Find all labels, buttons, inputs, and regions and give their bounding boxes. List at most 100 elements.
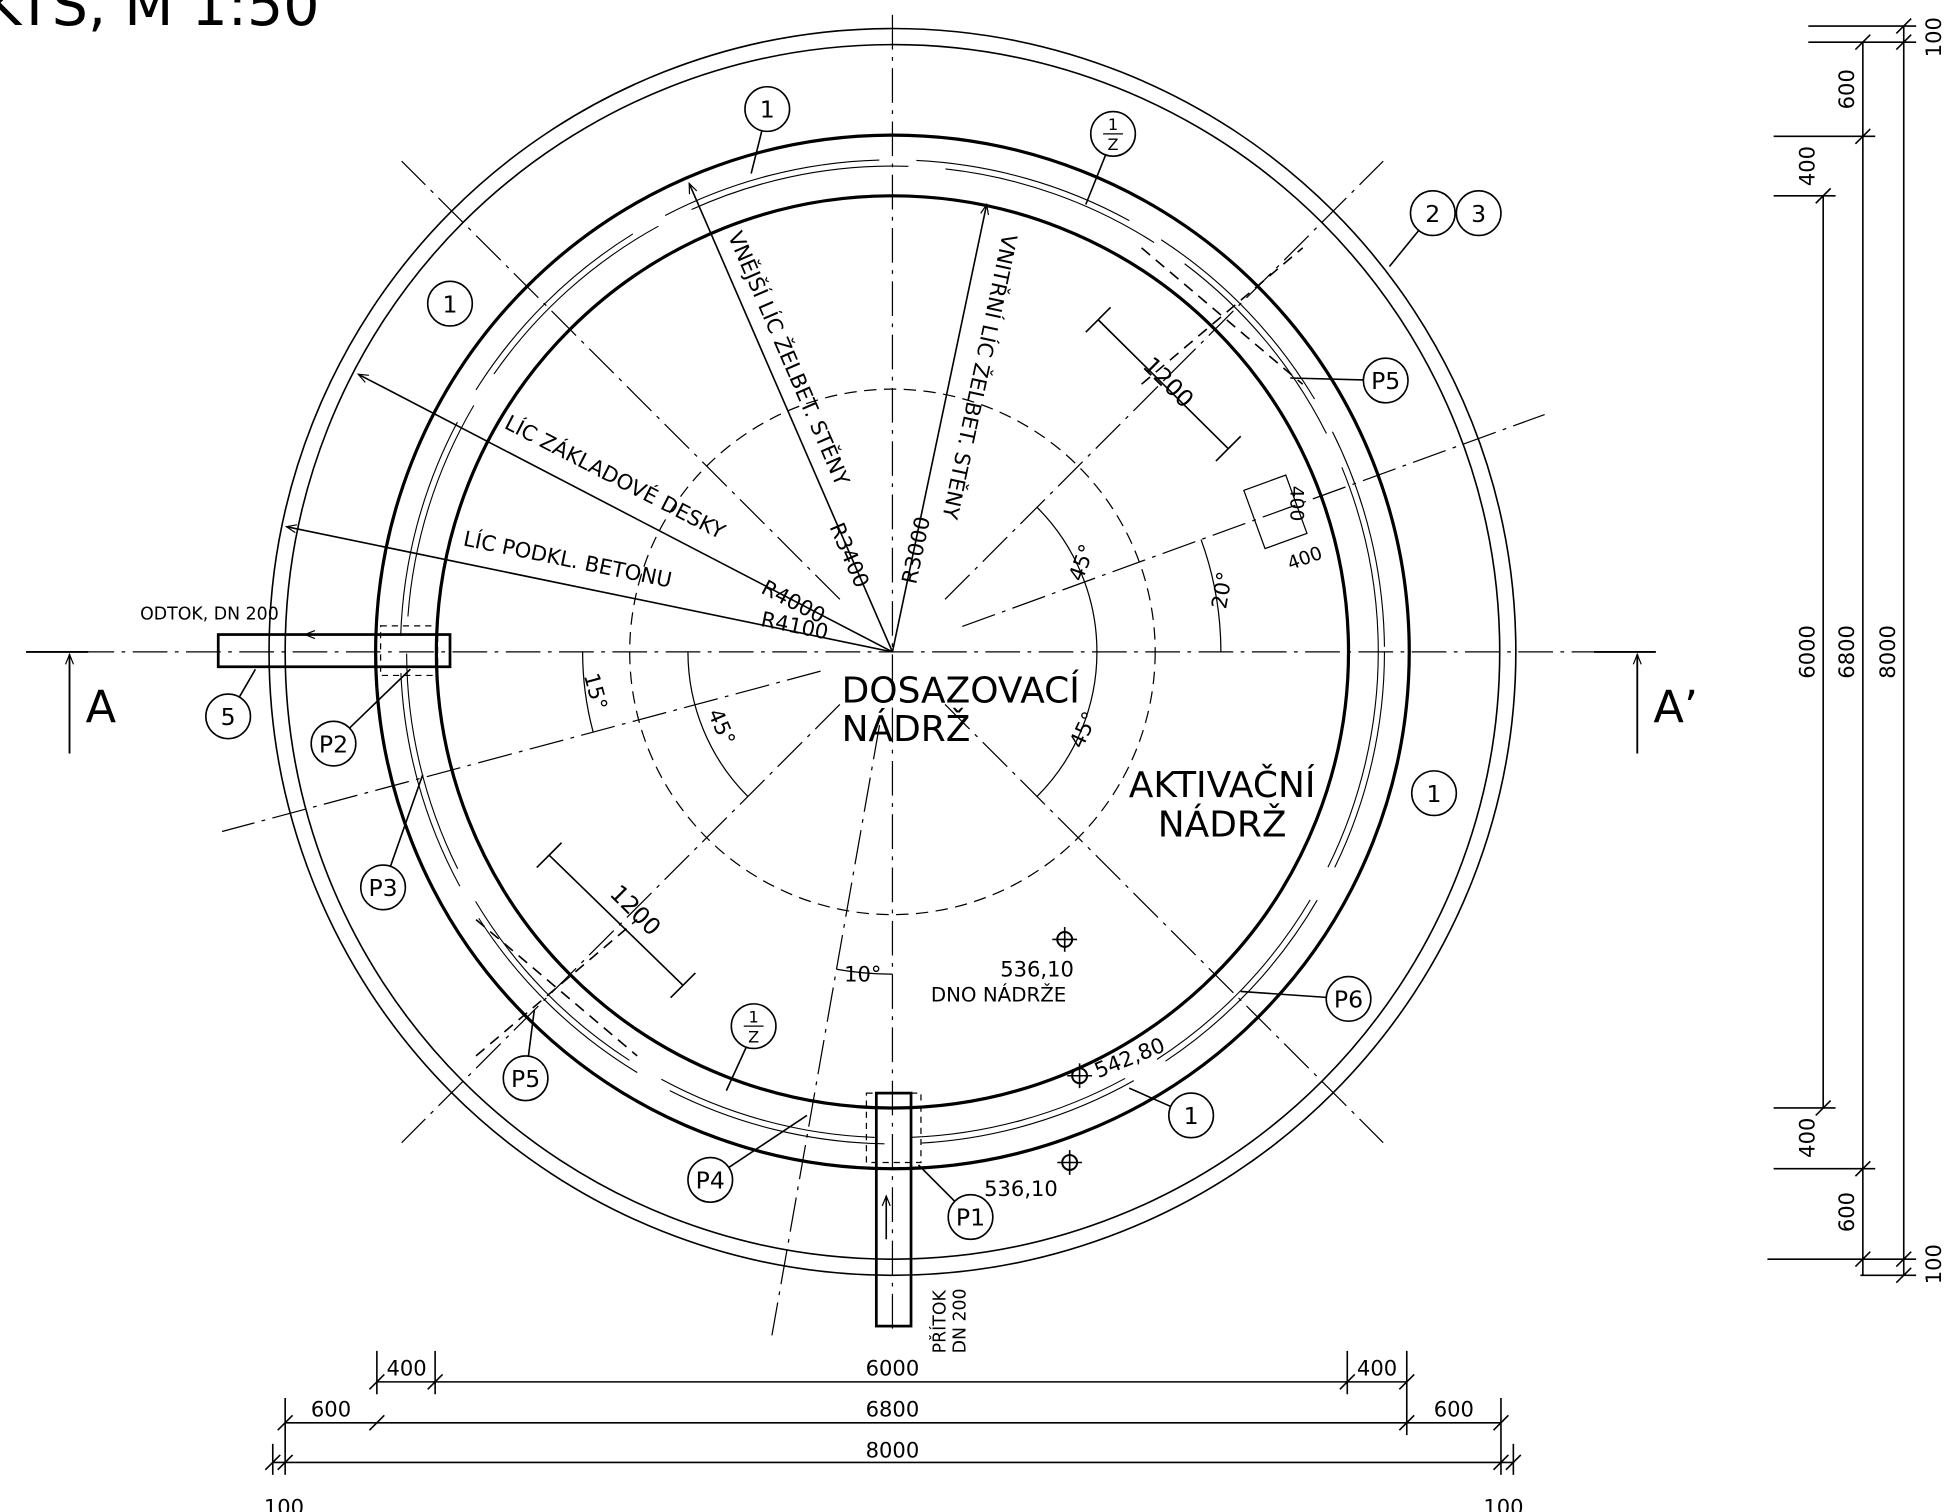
axis-line [944, 704, 1384, 1144]
axis-line [401, 704, 841, 1144]
leader-line [1128, 1087, 1172, 1108]
dim-label: 400 [1285, 486, 1306, 521]
axis-line [944, 160, 1384, 600]
dim-line [1097, 319, 1229, 450]
callout-text: P5 [511, 1065, 540, 1093]
dim-tick [1895, 34, 1912, 51]
dim-tick [264, 1454, 281, 1471]
dim-tick [1398, 1373, 1415, 1390]
dim-label: 400 [387, 1356, 427, 1381]
callout-circle [310, 720, 357, 767]
dim-tick [1854, 1251, 1871, 1268]
callout-circle [1410, 770, 1458, 817]
callout-circle [426, 280, 474, 327]
dim-tick [427, 1373, 444, 1390]
dim-label: 6000 [866, 1356, 920, 1381]
leader-line [348, 668, 411, 729]
leader-line [1240, 990, 1327, 999]
inflow-pipe [874, 1091, 913, 1328]
leader-line [1085, 154, 1107, 205]
note: DN 200 [951, 1288, 971, 1353]
dim-label: 400 [1357, 1356, 1397, 1381]
angle-arc [836, 968, 893, 975]
axis-line [771, 725, 881, 1336]
radius-leader [688, 181, 894, 653]
tank-label: NÁDRŽ [1158, 804, 1287, 846]
radius-leader [284, 524, 893, 653]
opening [475, 918, 638, 1057]
leader-line [527, 1009, 536, 1057]
angle-label: 15° [579, 670, 613, 713]
axis-line [962, 413, 1545, 628]
angle-arc [1200, 539, 1222, 652]
dim-label: 1200 [604, 879, 666, 941]
outflow-pipe [216, 633, 452, 669]
angle-arc [1036, 651, 1098, 797]
radius-leader [891, 202, 990, 653]
dim-tick [277, 1414, 294, 1431]
opening [1141, 247, 1304, 385]
dim-label: 400 [1795, 1118, 1820, 1158]
leader-line [1388, 229, 1420, 267]
callout-text: 1 [443, 290, 458, 318]
callout-circle [359, 864, 407, 911]
angle-label: 10° [844, 962, 881, 987]
dim-label: 100 [1921, 17, 1946, 57]
dim-tick [1854, 1160, 1871, 1177]
callout-text: P1 [956, 1204, 985, 1232]
title: KTS, M 1:50 [0, 0, 320, 39]
dim-label: 100 [1921, 1244, 1946, 1284]
callout-circle [687, 1156, 734, 1203]
dim-tick [1895, 1267, 1912, 1284]
leader-line [389, 774, 424, 867]
tank-label: AKTIVAČNÍ [1129, 764, 1316, 806]
callout-circle [1325, 975, 1372, 1023]
callout-circle [1362, 357, 1409, 404]
callout-text: P6 [1334, 986, 1363, 1014]
dim-label: 8000 [1875, 625, 1900, 679]
callout-text: 1 [1108, 115, 1118, 134]
opening-box [1243, 474, 1308, 550]
note: LÍC ZÁKLADOVÉ DESKY [501, 410, 730, 544]
dim-tick [536, 842, 563, 869]
callout-text: 5 [221, 703, 236, 731]
callout-circle [1409, 190, 1456, 237]
section-label: A’ [1653, 682, 1698, 734]
note: DNO NÁDRŽE [931, 983, 1066, 1006]
pipe-sleeve [865, 1092, 922, 1164]
dim-label: 6800 [866, 1397, 920, 1422]
callout-circle [205, 693, 252, 740]
dim-tick [1339, 1373, 1356, 1390]
dim-tick [1815, 1099, 1832, 1116]
dim-tick [1492, 1454, 1509, 1471]
dim-tick [1492, 1414, 1509, 1431]
callout-circle [1168, 1092, 1215, 1139]
callout-text: 1 [749, 1007, 759, 1026]
opening [1141, 247, 1304, 385]
leader-line [1290, 377, 1364, 381]
dim-tick [277, 1454, 294, 1471]
callout-text: P2 [319, 730, 348, 758]
axis-line [221, 670, 821, 833]
callout-text: 1 [760, 96, 775, 124]
radius-label: R3000 [896, 514, 935, 586]
dim-tick [1854, 128, 1871, 145]
dim-tick [1815, 187, 1832, 204]
dim-label: 6800 [1834, 625, 1859, 679]
callout-text: Z [748, 1027, 759, 1046]
leader-line [238, 668, 257, 698]
tank-label: NÁDRŽ [842, 708, 971, 750]
dim-tick [368, 1414, 385, 1431]
angle-arc [581, 651, 594, 733]
callout-text: P4 [696, 1167, 725, 1195]
level-label: 536,10 [984, 1176, 1058, 1201]
dim-label: 600 [311, 1397, 351, 1422]
angle-arc [687, 651, 749, 797]
dim-tick [1505, 1454, 1522, 1471]
callout-text: 2 [1425, 200, 1440, 228]
dim-tick [1895, 1251, 1912, 1268]
dim-label: 600 [1834, 1192, 1859, 1232]
leader-line [917, 1164, 956, 1202]
leader-line [728, 1114, 808, 1169]
